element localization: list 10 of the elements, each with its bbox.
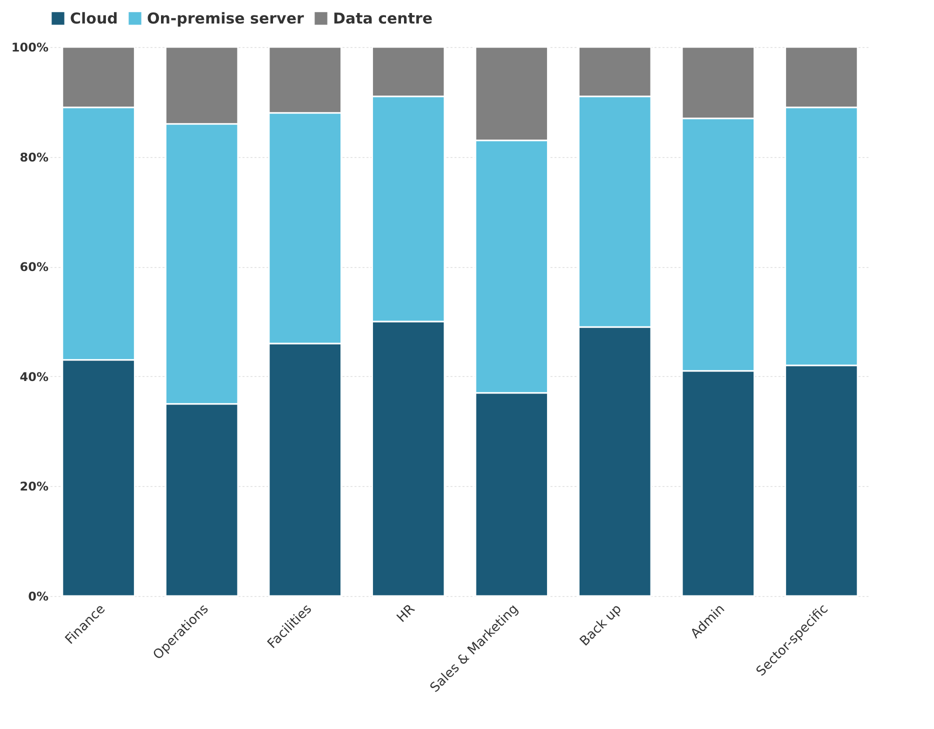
y-tick-label: 80% bbox=[20, 150, 48, 164]
y-tick-label: 0% bbox=[28, 590, 48, 604]
x-tick-label: HR bbox=[394, 602, 418, 626]
y-tick-label: 60% bbox=[20, 260, 48, 274]
legend-label: Data centre bbox=[333, 9, 433, 28]
y-tick-label: 40% bbox=[20, 370, 48, 384]
legend-label: Cloud bbox=[70, 9, 118, 28]
y-tick-label: 100% bbox=[11, 40, 48, 54]
legend-label: On-premise server bbox=[147, 9, 305, 28]
y-tick-label: 20% bbox=[20, 480, 48, 494]
